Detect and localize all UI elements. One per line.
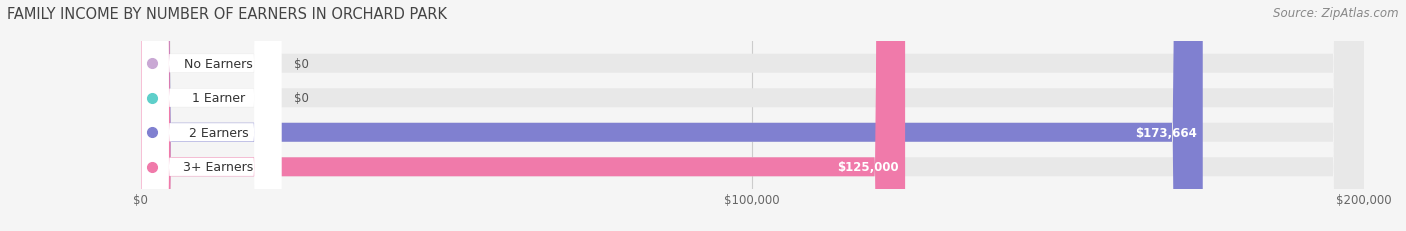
Text: No Earners: No Earners xyxy=(184,58,253,70)
FancyBboxPatch shape xyxy=(141,0,1364,231)
Text: Source: ZipAtlas.com: Source: ZipAtlas.com xyxy=(1274,7,1399,20)
FancyBboxPatch shape xyxy=(141,0,1364,231)
Text: 2 Earners: 2 Earners xyxy=(188,126,249,139)
Text: FAMILY INCOME BY NUMBER OF EARNERS IN ORCHARD PARK: FAMILY INCOME BY NUMBER OF EARNERS IN OR… xyxy=(7,7,447,22)
Text: $0: $0 xyxy=(294,92,308,105)
Text: $125,000: $125,000 xyxy=(838,161,898,173)
Text: 1 Earner: 1 Earner xyxy=(193,92,245,105)
FancyBboxPatch shape xyxy=(142,0,281,231)
Text: 3+ Earners: 3+ Earners xyxy=(183,161,253,173)
FancyBboxPatch shape xyxy=(141,0,1364,231)
FancyBboxPatch shape xyxy=(141,0,1202,231)
FancyBboxPatch shape xyxy=(141,0,1364,231)
FancyBboxPatch shape xyxy=(141,0,905,231)
Text: $0: $0 xyxy=(294,58,308,70)
Text: $173,664: $173,664 xyxy=(1135,126,1197,139)
FancyBboxPatch shape xyxy=(142,0,281,231)
FancyBboxPatch shape xyxy=(142,0,281,231)
FancyBboxPatch shape xyxy=(142,0,281,231)
